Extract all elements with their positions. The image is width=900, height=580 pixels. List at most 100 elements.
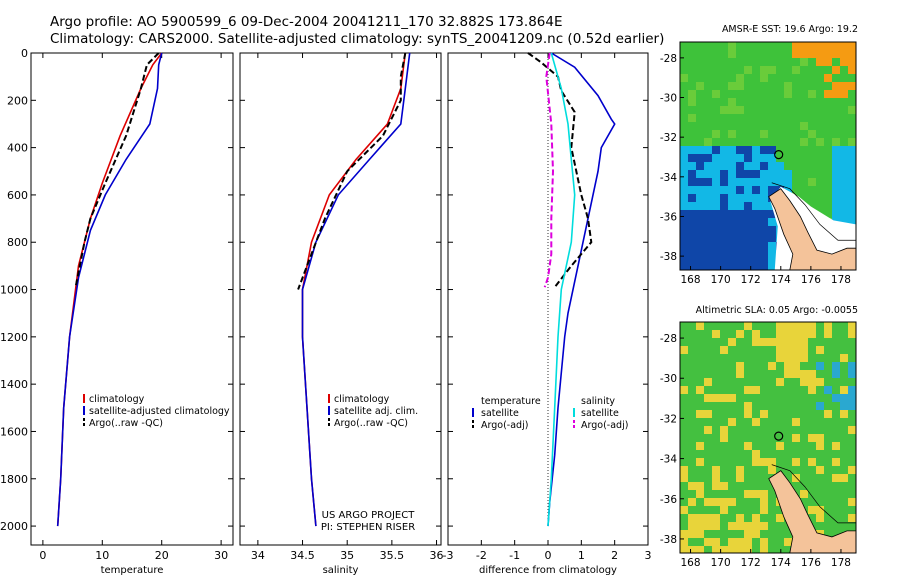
- map-cell: [768, 426, 776, 434]
- map-cell: [848, 442, 856, 450]
- project-credit: US ARGO PROJECT: [322, 510, 416, 521]
- map-cell: [776, 66, 784, 74]
- legend-label: satellite adj. clim.: [334, 406, 418, 417]
- x-tick-label: 3: [645, 549, 652, 562]
- map-cell: [840, 138, 848, 146]
- map-cell: [688, 42, 696, 50]
- map-cell: [696, 50, 704, 58]
- map-cell: [808, 466, 816, 474]
- map-cell: [712, 514, 720, 522]
- map-cell: [848, 98, 856, 106]
- map-cell: [720, 402, 728, 410]
- map-cell: [808, 90, 816, 98]
- map-cell: [768, 434, 776, 442]
- map-cell: [720, 154, 728, 162]
- legend-label: Argo(-adj): [481, 420, 528, 431]
- map-cell: [696, 322, 704, 330]
- map-cell: [776, 322, 784, 330]
- map-cell: [736, 370, 744, 378]
- map-cell: [848, 394, 856, 402]
- map-cell: [712, 74, 720, 82]
- map-cell: [824, 330, 832, 338]
- x-tick-label: 0: [545, 549, 552, 562]
- map-cell: [744, 58, 752, 66]
- map-cell: [816, 74, 824, 82]
- map-cell: [688, 82, 696, 90]
- map-cell: [792, 50, 800, 58]
- map-cell: [728, 538, 736, 546]
- map-cell: [712, 218, 720, 226]
- map-cell: [808, 370, 816, 378]
- map-cell: [776, 538, 784, 546]
- map-cell: [736, 186, 744, 194]
- map-cell: [840, 490, 848, 498]
- map-cell: [736, 58, 744, 66]
- map-cell: [816, 426, 824, 434]
- map-cell: [744, 202, 752, 210]
- map-cell: [704, 426, 712, 434]
- map-cell: [720, 482, 728, 490]
- map-cell: [704, 522, 712, 530]
- map-cell: [688, 258, 696, 266]
- map-cell: [760, 154, 768, 162]
- map-cell: [680, 258, 688, 266]
- map-cell: [680, 346, 688, 354]
- map-cell: [688, 186, 696, 194]
- map-cell: [800, 442, 808, 450]
- map-cell: [720, 66, 728, 74]
- map-cell: [840, 42, 848, 50]
- map-cell: [776, 434, 784, 442]
- map-cell: [752, 114, 760, 122]
- map-cell: [824, 170, 832, 178]
- title-line-1: Argo profile: AO 5900599_6 09-Dec-2004 2…: [50, 14, 563, 30]
- map-cell: [816, 106, 824, 114]
- map-cell: [752, 506, 760, 514]
- map-cell: [808, 130, 816, 138]
- map-cell: [680, 138, 688, 146]
- map-cell: [792, 346, 800, 354]
- map-cell: [760, 170, 768, 178]
- map-cell: [712, 146, 720, 154]
- map-cell: [832, 186, 840, 194]
- map-cell: [752, 146, 760, 154]
- pi-credit: PI: STEPHEN RISER: [321, 522, 415, 533]
- map-cell: [776, 410, 784, 418]
- map-cell: [824, 474, 832, 482]
- map-cell: [808, 194, 816, 202]
- map-cell: [744, 266, 752, 270]
- map-cell: [696, 450, 704, 458]
- map-cell: [704, 370, 712, 378]
- map-cell: [720, 410, 728, 418]
- map-cell: [776, 122, 784, 130]
- map-cell: [816, 378, 824, 386]
- map-cell: [808, 114, 816, 122]
- map-cell: [736, 154, 744, 162]
- map-cell: [776, 90, 784, 98]
- map-cell: [704, 114, 712, 122]
- map-cell: [728, 234, 736, 242]
- map-cell: [688, 266, 696, 270]
- map-cell: [720, 514, 728, 522]
- map-cell: [728, 386, 736, 394]
- map-cell: [816, 434, 824, 442]
- map-cell: [792, 162, 800, 170]
- map-cell: [840, 418, 848, 426]
- map-cell: [760, 266, 768, 270]
- map-cell: [816, 146, 824, 154]
- map-cell: [688, 474, 696, 482]
- map-cell: [768, 122, 776, 130]
- map-cell: [728, 322, 736, 330]
- map-cell: [688, 146, 696, 154]
- map-cell: [720, 162, 728, 170]
- map-cell: [840, 98, 848, 106]
- map-cell: [792, 458, 800, 466]
- map-cell: [680, 394, 688, 402]
- map-cell: [712, 530, 720, 538]
- series-line-3: [74, 52, 160, 288]
- map-cell: [752, 258, 760, 266]
- map-cell: [752, 538, 760, 546]
- map-cell: [840, 426, 848, 434]
- map-cell: [816, 162, 824, 170]
- map-cell: [688, 50, 696, 58]
- map-cell: [792, 170, 800, 178]
